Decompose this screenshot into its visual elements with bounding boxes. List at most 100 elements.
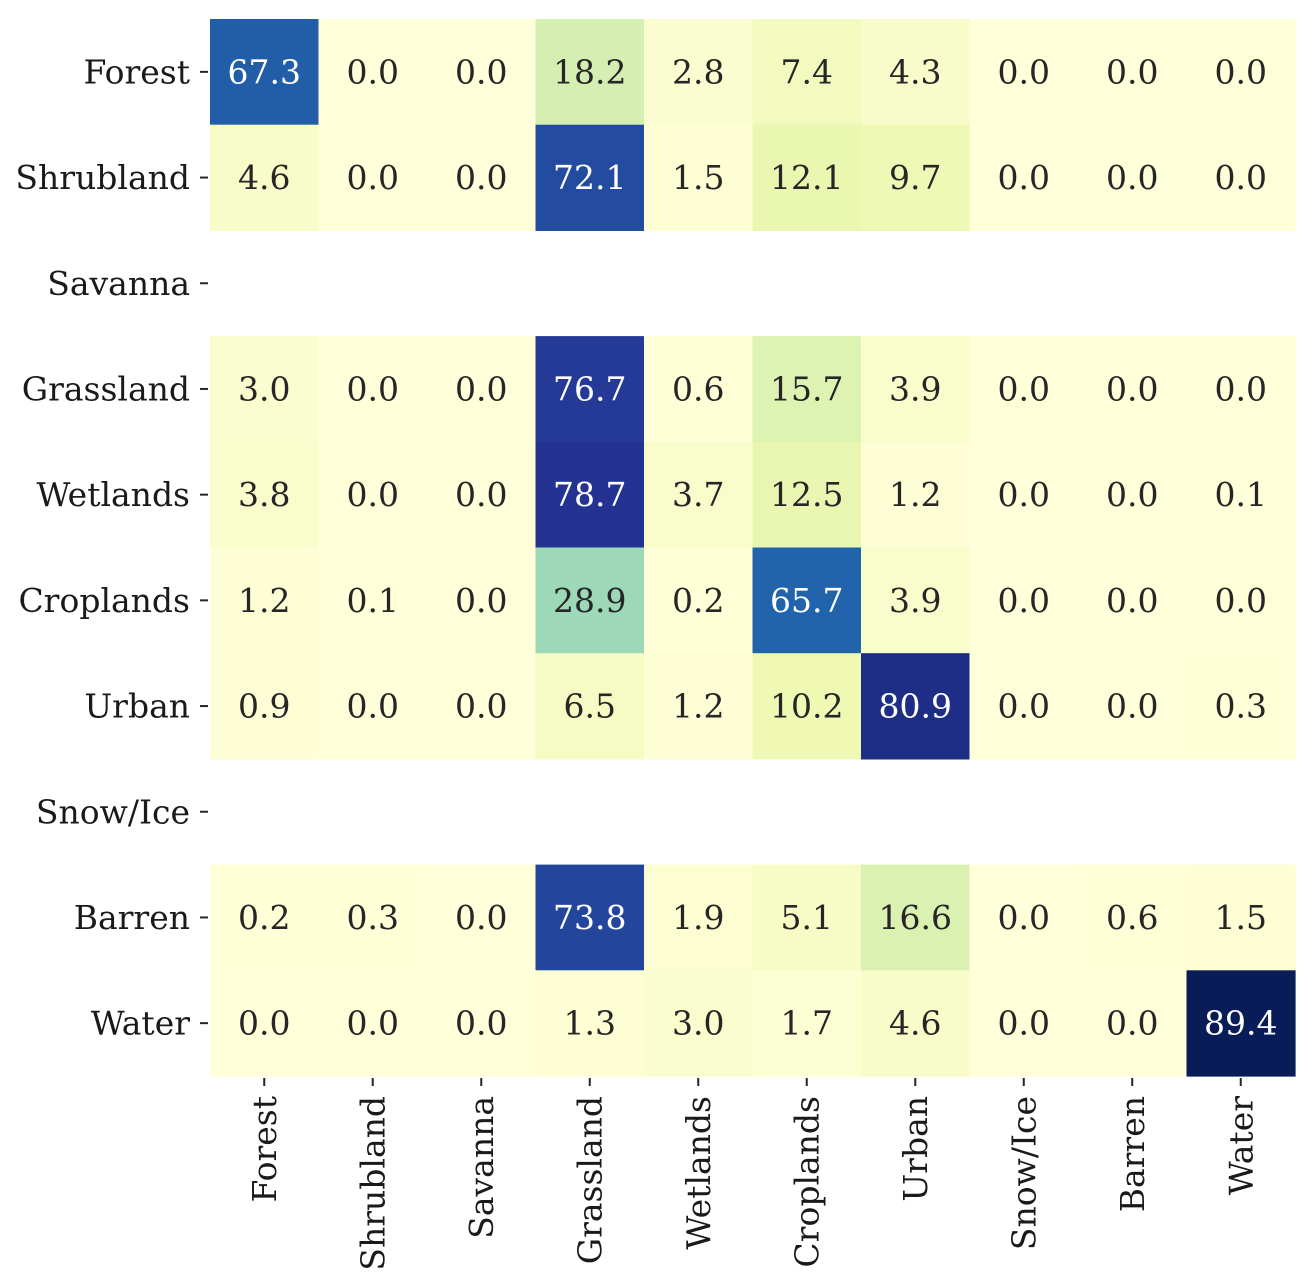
heatmap-cell-1-1 xyxy=(318,124,428,231)
cell-value-1-0: 4.6 xyxy=(238,158,290,197)
cell-value-3-6: 3.9 xyxy=(889,369,941,408)
heatmap-cell-5-4 xyxy=(644,547,754,654)
heatmap-cell-3-8 xyxy=(1078,336,1188,443)
cell-value-0-1: 0.0 xyxy=(347,52,399,91)
cell-value-3-3: 76.7 xyxy=(553,369,626,408)
heatmap-cell-6-6 xyxy=(861,653,971,760)
heatmap-cell-3-7 xyxy=(969,336,1079,443)
cell-value-8-5: 5.1 xyxy=(781,898,833,937)
cell-value-5-3: 28.9 xyxy=(553,581,626,620)
cell-value-9-5: 1.7 xyxy=(781,1004,833,1043)
heatmap-cell-5-6 xyxy=(861,547,971,654)
cell-value-9-9: 89.4 xyxy=(1204,1004,1277,1043)
cell-value-8-4: 1.9 xyxy=(672,898,724,937)
cell-value-6-6: 80.9 xyxy=(879,687,952,726)
heatmap-cell-0-7 xyxy=(969,19,1079,126)
heatmap-cell-6-9 xyxy=(1186,653,1296,760)
cell-value-0-9: 0.0 xyxy=(1215,52,1267,91)
heatmap-cell-1-8 xyxy=(1078,124,1188,231)
cell-value-1-1: 0.0 xyxy=(347,158,399,197)
heatmap-cell-9-4 xyxy=(644,970,754,1077)
heatmap-cell-3-9 xyxy=(1186,336,1296,443)
heatmap-cell-5-2 xyxy=(427,547,537,654)
heatmap-cell-5-7 xyxy=(969,547,1079,654)
heatmap-cell-1-5 xyxy=(752,124,862,231)
heatmap-cell-5-8 xyxy=(1078,547,1188,654)
heatmap-cell-4-1 xyxy=(318,441,428,549)
heatmap-cell-4-8 xyxy=(1078,441,1188,549)
heatmap-cell-8-6 xyxy=(861,864,971,971)
cell-value-5-0: 1.2 xyxy=(238,581,290,620)
heatmap-cell-8-7 xyxy=(969,864,1079,971)
heatmap-cell-4-6 xyxy=(861,441,971,549)
cell-value-9-2: 0.0 xyxy=(455,1004,507,1043)
heatmap-cell-8-2 xyxy=(427,864,537,971)
cell-value-8-2: 0.0 xyxy=(455,898,507,937)
cell-value-3-0: 3.0 xyxy=(238,369,290,408)
heatmap-cell-8-4 xyxy=(644,864,754,971)
cell-value-0-4: 2.8 xyxy=(672,52,724,91)
cell-value-4-9: 0.1 xyxy=(1215,475,1267,514)
x-tick-label-0: Forest xyxy=(245,1096,284,1202)
cell-value-1-9: 0.0 xyxy=(1215,158,1267,197)
cell-value-0-3: 18.2 xyxy=(553,52,626,91)
cell-value-0-5: 7.4 xyxy=(781,52,833,91)
y-tick-label-5: Croplands xyxy=(18,581,190,620)
cell-value-5-2: 0.0 xyxy=(455,581,507,620)
heatmap-cell-3-2 xyxy=(427,336,537,443)
x-tick-label-4: Wetlands xyxy=(679,1096,718,1250)
cell-value-4-0: 3.8 xyxy=(238,475,290,514)
heatmap-cell-4-7 xyxy=(969,441,1079,549)
heatmap-cell-4-4 xyxy=(644,441,754,549)
cell-value-6-4: 1.2 xyxy=(672,687,724,726)
heatmap-cell-4-5 xyxy=(752,441,862,549)
heatmap-cell-8-3 xyxy=(535,864,645,971)
cell-value-3-1: 0.0 xyxy=(347,369,399,408)
cell-value-6-8: 0.0 xyxy=(1106,687,1158,726)
x-tick-label-8: Barren xyxy=(1113,1096,1152,1212)
cell-value-9-0: 0.0 xyxy=(238,1004,290,1043)
heatmap-cell-6-4 xyxy=(644,653,754,760)
cell-value-9-4: 3.0 xyxy=(672,1004,724,1043)
cell-value-6-0: 0.9 xyxy=(238,687,290,726)
cell-value-6-1: 0.0 xyxy=(347,687,399,726)
heatmap-cell-8-5 xyxy=(752,864,862,971)
heatmap-cell-1-2 xyxy=(427,124,537,231)
heatmap-cell-0-8 xyxy=(1078,19,1188,126)
y-tick-label-1: Shrubland xyxy=(15,158,190,197)
cell-value-5-4: 0.2 xyxy=(672,581,724,620)
cell-value-1-3: 72.1 xyxy=(553,158,626,197)
cell-value-5-1: 0.1 xyxy=(347,581,399,620)
heatmap-cell-5-0 xyxy=(210,547,320,654)
heatmap-cell-9-2 xyxy=(427,970,537,1077)
heatmap-cell-9-1 xyxy=(318,970,428,1077)
cell-value-5-9: 0.0 xyxy=(1215,581,1267,620)
heatmap-cell-0-4 xyxy=(644,19,754,126)
heatmap-cell-1-6 xyxy=(861,124,971,231)
cell-value-5-7: 0.0 xyxy=(998,581,1050,620)
cell-value-8-1: 0.3 xyxy=(347,898,399,937)
cell-value-3-5: 15.7 xyxy=(770,369,843,408)
cell-value-6-9: 0.3 xyxy=(1215,687,1267,726)
y-tick-label-8: Barren xyxy=(74,898,190,937)
x-tick-label-9: Water xyxy=(1221,1096,1260,1196)
y-tick-label-2: Savanna xyxy=(47,264,190,303)
heatmap-cell-0-3 xyxy=(535,19,645,126)
heatmap-cell-labels: 67.3 0.0 0.0 18.2 2.8 7.4 4.3 0.0 0.0 0.0 4.6 0.0 0.… xyxy=(228,52,1278,1042)
heatmap-cell-6-1 xyxy=(318,653,428,760)
x-tick-label-3: Grassland xyxy=(570,1096,609,1264)
cell-value-1-8: 0.0 xyxy=(1106,158,1158,197)
heatmap-cell-8-1 xyxy=(318,864,428,971)
x-tick-label-5: Croplands xyxy=(787,1096,826,1268)
heatmap-cell-5-1 xyxy=(318,547,428,654)
heatmap-cell-9-5 xyxy=(752,970,862,1077)
heatmap-cell-3-1 xyxy=(318,336,428,443)
cell-value-4-5: 12.5 xyxy=(770,475,843,514)
y-tick-label-0: Forest xyxy=(84,52,190,91)
cell-value-5-6: 3.9 xyxy=(889,581,941,620)
heatmap-cell-6-5 xyxy=(752,653,862,760)
heatmap-cell-8-8 xyxy=(1078,864,1188,971)
cell-value-4-3: 78.7 xyxy=(553,475,626,514)
heatmap-cell-3-0 xyxy=(210,336,320,443)
cell-value-8-0: 0.2 xyxy=(238,898,290,937)
